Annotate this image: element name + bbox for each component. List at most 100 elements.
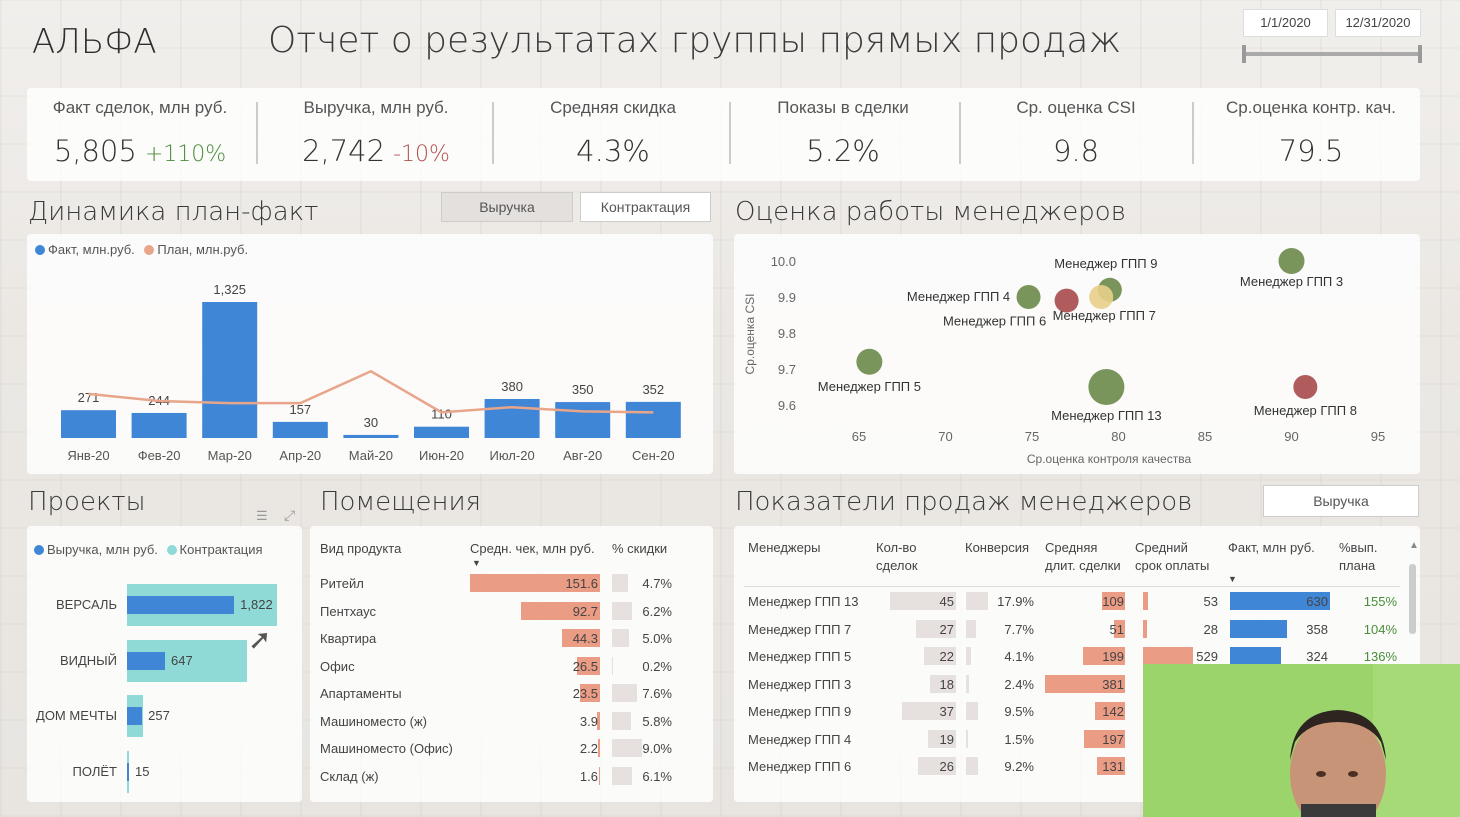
project-name: ВИДНЫЙ — [59, 653, 117, 668]
sales-col-header[interactable]: Факт, млн руб. — [1228, 539, 1315, 557]
kpi-value: 9.8 — [960, 134, 1192, 168]
slider-handle-start[interactable] — [1242, 45, 1246, 63]
avg-check-bar — [596, 711, 600, 730]
premises-col-avg[interactable]: Средн. чек, млн руб. — [470, 541, 595, 556]
bar-value-label: 157 — [289, 402, 311, 417]
fact-bar — [1230, 592, 1330, 610]
date-from-input[interactable]: 1/1/2020 — [1243, 9, 1328, 37]
kpi-label: Средняя скидка — [550, 98, 676, 117]
legend-fact-marker — [35, 245, 45, 255]
premises-type: Машиноместо (ж) — [320, 713, 427, 729]
premises-col-disc[interactable]: % скидки — [612, 541, 668, 556]
date-range-slider[interactable] — [1244, 52, 1422, 56]
managers-eval-panel: 10.0 9.9 9.8 9.7 9.6 65 70 75 80 85 90 95 Ср.оценка … — [734, 234, 1420, 474]
scroll-up-icon[interactable]: ▲ — [1409, 540, 1419, 551]
kpi-label: Выручка, млн руб. — [303, 98, 449, 117]
conversion-value: 2.4% — [1004, 676, 1034, 692]
avg-check-value: 26.5 — [572, 658, 598, 674]
fact-value: 630 — [1306, 594, 1328, 609]
kpi-value-number: 79.5 — [1278, 134, 1344, 168]
revenue-bar[interactable] — [127, 763, 129, 781]
sort-desc-icon: ▼ — [1228, 574, 1237, 584]
point-label: Менеджер ГПП 13 — [1051, 408, 1161, 423]
manager-name[interactable]: Менеджер ГПП 13 — [748, 594, 859, 609]
expand-icon[interactable]: ⤢ — [284, 507, 296, 523]
revenue-bar[interactable] — [127, 652, 166, 670]
payment-value: 529 — [1196, 649, 1218, 664]
sales-col-header[interactable]: Менеджеры — [748, 539, 820, 557]
kpi-card: Показы в сделки 5.2% — [727, 92, 959, 176]
conversion-value: 17.9% — [997, 594, 1034, 609]
x-tick-label: 75 — [1025, 429, 1039, 444]
manager-name[interactable]: Менеджер ГПП 7 — [748, 621, 852, 637]
revenue-toggle-button[interactable]: Выручка — [441, 192, 573, 222]
duration-bar — [1083, 729, 1125, 748]
discount-value: 9.0% — [642, 741, 672, 756]
deals-bar — [901, 702, 956, 720]
avg-check-bar — [562, 629, 600, 647]
revenue-bar[interactable] — [127, 707, 143, 725]
fact-bar — [625, 401, 681, 438]
x-tick-label: 95 — [1371, 429, 1385, 444]
avg-check-bar — [577, 656, 600, 675]
date-to-input[interactable]: 12/31/2020 — [1335, 9, 1421, 37]
avg-check-value: 44.3 — [572, 631, 598, 646]
sales-revenue-button[interactable]: Выручка — [1263, 485, 1419, 517]
webcam-video — [1143, 664, 1460, 817]
discount-value: 0.2% — [642, 658, 672, 674]
sales-col-header[interactable]: Средняя длит. сделки — [1045, 539, 1121, 575]
sales-col-header[interactable]: Средний срок оплаты — [1135, 539, 1209, 575]
x-tick-label: 80 — [1111, 429, 1125, 444]
kpi-label: Ср. оценка CSI — [1016, 98, 1136, 117]
kpi-divider — [256, 102, 258, 164]
premises-type: Квартира — [320, 631, 377, 646]
mouse-cursor-icon: ➚ — [248, 624, 272, 655]
legend-plan-marker — [144, 245, 155, 255]
manager-name[interactable]: Менеджер ГПП 6 — [748, 759, 852, 774]
dynamics-chart: 271Янв-20244Фев-201,325Мар-20157Апр-2030… — [61, 282, 681, 463]
discount-bar — [612, 739, 642, 757]
sales-col-header[interactable]: %вып. плана — [1339, 539, 1377, 575]
fact-bar — [131, 412, 187, 438]
brand-logo: АЛЬФА — [32, 22, 157, 62]
manager-name[interactable]: Менеджер ГПП 4 — [748, 731, 852, 747]
x-tick-label: Авг-20 — [563, 448, 602, 463]
filter-icon[interactable]: ☰ — [256, 508, 268, 523]
kpi-divider — [729, 102, 731, 164]
managers-eval-title: Оценка работы менеджеров — [735, 197, 1126, 227]
plan-line — [88, 369, 654, 414]
bar-value-label: 271 — [78, 390, 100, 405]
point-label: Менеджер ГПП 8 — [1254, 403, 1357, 418]
point-label: Менеджер ГПП 4 — [907, 289, 1010, 304]
premises-col-type[interactable]: Вид продукта — [320, 541, 402, 556]
conversion-value: 9.2% — [1004, 759, 1034, 774]
kpi-value-number: 2,742 — [302, 134, 386, 168]
scatter-point — [856, 348, 883, 375]
premises-type: Машиноместо (Офис) — [320, 741, 453, 756]
sales-col-header[interactable]: Кол-во сделок — [876, 539, 918, 575]
duration-bar — [1045, 674, 1125, 693]
bar-value-label: 350 — [572, 382, 594, 397]
dynamics-panel: Факт, млн.руб. План, млн.руб. 271 Янв-20 2… — [27, 234, 713, 474]
sales-col-header-line: %вып. — [1339, 540, 1378, 555]
y-tick-label: 9.6 — [778, 398, 796, 413]
duration-bar — [1083, 647, 1125, 665]
sales-col-header-line: Средняя — [1045, 540, 1098, 555]
x-tick-label: Мар-20 — [208, 448, 252, 463]
scrollbar-thumb[interactable] — [1409, 564, 1416, 634]
slider-handle-end[interactable] — [1418, 45, 1422, 63]
manager-name[interactable]: Менеджер ГПП 3 — [748, 676, 852, 692]
scatter-point — [1293, 375, 1318, 399]
sales-col-header-line: Менеджеры — [748, 540, 821, 555]
premises-panel: Вид продукта Средн. чек, млн руб. ▼ % ск… — [310, 526, 713, 802]
revenue-bar[interactable] — [127, 596, 235, 614]
contract-toggle-button[interactable]: Контрактация — [580, 192, 711, 222]
x-tick-label: 85 — [1198, 429, 1212, 444]
y-axis-title: Ср.оценка CSI — [743, 294, 757, 375]
sales-col-header[interactable]: Конверсия — [965, 539, 1029, 557]
avg-check-value: 151.6 — [565, 576, 598, 591]
manager-name[interactable]: Менеджер ГПП 5 — [748, 649, 852, 664]
payment-value: 53 — [1203, 594, 1218, 609]
point-label: Менеджер ГПП 7 — [1053, 308, 1156, 323]
manager-name[interactable]: Менеджер ГПП 9 — [748, 704, 852, 719]
